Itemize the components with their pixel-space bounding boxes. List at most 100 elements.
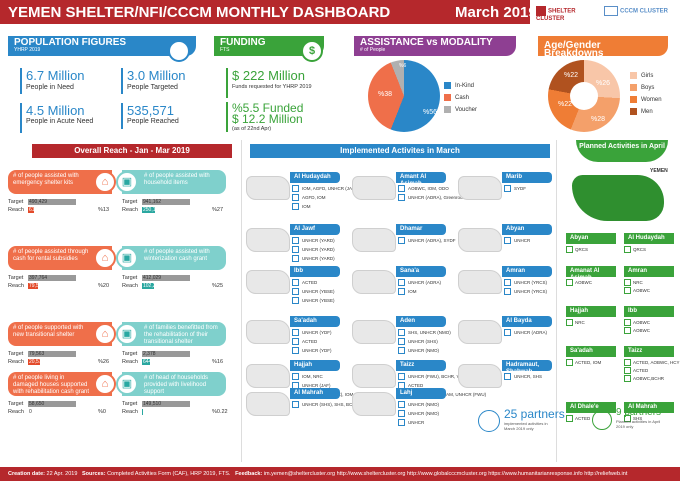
activity-row: UNHCR (NMO) (398, 409, 452, 418)
activity-icon (624, 319, 631, 327)
governorate-label: Al Mahrah (290, 388, 340, 399)
reach-bar: 332 (142, 408, 190, 415)
box-icon: ▣ (116, 247, 138, 269)
activity-partners: IOM (302, 204, 311, 209)
governorate-label: Al Jawf (290, 224, 340, 235)
target-bar: 2,378 (142, 350, 190, 357)
women-label: %22 (558, 101, 573, 108)
feedback-links[interactable]: im.yemen@sheltercluster.org http://www.s… (263, 471, 628, 477)
governorate-map (352, 320, 396, 344)
activity-partners: UNHCR (NMO) (408, 348, 439, 353)
planned-row: QRCS (624, 246, 646, 254)
reach-value: 61,819 (28, 206, 45, 213)
partners-label: implemented activities in March 2019 onl… (504, 421, 548, 431)
men-label: %22 (564, 72, 579, 79)
reach-percent: %16 (212, 359, 224, 365)
reach-row: Reach 20,579 %26 (8, 358, 109, 366)
indicator-ribbon: # of people assisted with household item… (122, 170, 226, 194)
legend-label: Cash (455, 95, 470, 101)
target-row: Target 397,764 (8, 274, 76, 282)
activity-row: UNHCR (ADRA) (398, 278, 452, 287)
reach-bar: 644 (142, 358, 190, 365)
activity-icon (398, 329, 405, 337)
reach-percent: %13 (98, 207, 110, 213)
reach-percent: %25 (212, 283, 224, 289)
activity-row: UNHCR (SHS) (398, 337, 452, 346)
divider (121, 103, 123, 129)
reach-row: Reach 79,504 %20 (8, 282, 109, 290)
activity-partners: UNHCR (YDF) (302, 348, 332, 353)
activity-icon (624, 359, 631, 367)
target-value: 397,764 (28, 274, 76, 281)
activity-icon (504, 373, 511, 381)
activity-partners: SYDF (514, 186, 527, 191)
reach-value: 20,579 (28, 358, 45, 365)
target-value: 490,429 (28, 198, 76, 205)
partners-count: 25 partners (504, 407, 565, 421)
target-row: Target 58,650 (8, 400, 76, 408)
planned-row: ACTED (624, 367, 648, 375)
activity-row: UNHCR (398, 418, 452, 427)
planned-partners: AOBWC (633, 328, 651, 333)
governorate-map (458, 320, 502, 344)
governorate-map (246, 228, 290, 252)
activity-partners: UNHCR (514, 238, 531, 243)
activity-partners: UNHCR (ADRA) (514, 330, 547, 335)
indicator-ribbon: # of people assisted with emergency shel… (8, 170, 112, 194)
activity-row: UNHCR (YDF) (292, 328, 346, 337)
activity-row: IOM (292, 202, 346, 211)
activity-icon (624, 246, 631, 254)
planned-partners: QRCS (633, 247, 647, 252)
activity-icon (566, 359, 573, 367)
cccm-cluster-logo: CCCM CLUSTER (604, 6, 676, 16)
planned-partners-count: 9 partners (616, 407, 662, 418)
target-row: Target 941,162 (122, 198, 190, 206)
activity-partners: UNHCR (ADRA) (408, 280, 441, 285)
activity-icon (398, 194, 405, 202)
target-value: 149,510 (142, 400, 190, 407)
legend-swatch (630, 71, 637, 79)
activity-partners: IOM, AGFD, UNHCR (JAF) (302, 186, 357, 191)
planned-partners: ACTED (633, 368, 649, 373)
planned-governorate: Amanat Al Asimah (566, 266, 616, 281)
target-value: 79,563 (28, 350, 76, 357)
legend-item: Men (630, 106, 662, 118)
activity-row: IOM, NRC (292, 372, 346, 381)
governorate-map (458, 176, 502, 200)
activity-row: UNHCR (YBSE) (292, 296, 346, 305)
column-divider (556, 140, 557, 462)
shelter-cluster-logo: SHELTER CLUSTER (536, 6, 594, 23)
reach-row: Reach 332 %0.22 (122, 408, 228, 416)
legend-swatch (444, 93, 451, 101)
report-month: March 2019 (455, 4, 537, 21)
activity-icon (292, 203, 299, 211)
activity-row: UNHCR (YARD) (292, 245, 346, 254)
modality-label-voucher: %6 (399, 63, 407, 69)
governorate-label: Aden (396, 316, 446, 327)
age-gender-legend: Girls Boys Women Men (630, 70, 662, 118)
reach-bar: 0 (28, 409, 76, 415)
reach-percent: %27 (212, 207, 224, 213)
population-header: POPULATION FIGURES YHRP 2019 (8, 36, 196, 56)
hammer-icon: ▣ (116, 323, 138, 345)
governorate-label: Al Bayda (502, 316, 552, 327)
activity-icon (624, 375, 631, 383)
planned-row: QRCS (566, 246, 588, 254)
reach-row: Reach 102,280 %25 (122, 282, 223, 290)
overall-reach-header: Overall Reach - Jan - Mar 2019 (32, 144, 232, 158)
planned-row: AOBWC (624, 319, 650, 327)
activity-icon (624, 415, 631, 423)
legend-label: In-Kind (455, 83, 475, 89)
partners-icon (478, 410, 500, 432)
governorate-map (458, 364, 502, 388)
target-bar: 149,510 (142, 400, 190, 407)
people-acute-value: 4.5 Million (26, 103, 85, 118)
activity-icon (292, 246, 299, 254)
legend-item: In-Kind (444, 80, 477, 92)
activity-partners: UNHCR (YBSE) (302, 298, 335, 303)
planned-partners: ACTED (575, 416, 591, 421)
activity-row: ACTED (292, 278, 346, 287)
yemen-map (572, 175, 664, 221)
title-bar (0, 0, 530, 24)
activity-icon (504, 279, 511, 287)
